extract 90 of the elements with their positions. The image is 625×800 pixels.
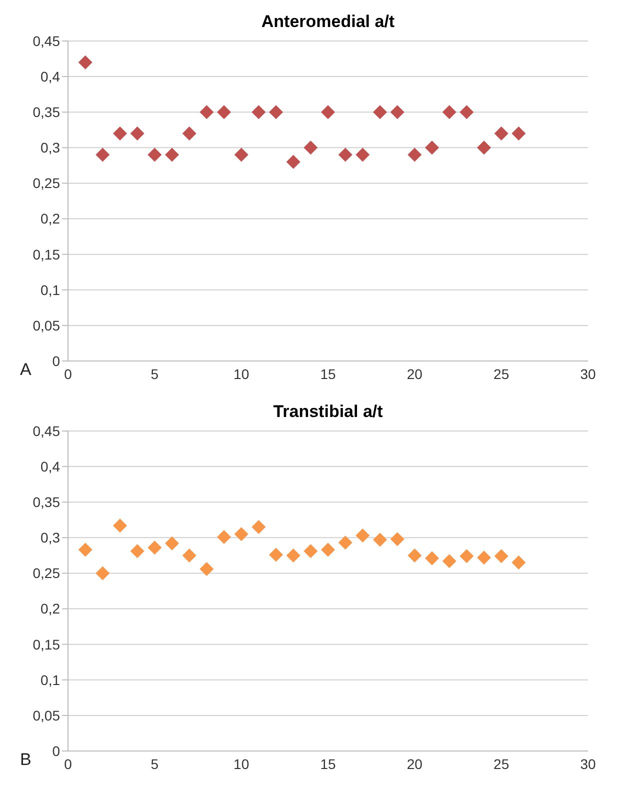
point [477, 140, 491, 155]
point [234, 527, 248, 542]
y-tick-label: 0,3 [40, 530, 60, 546]
y-tick-label: 0,2 [40, 210, 60, 227]
y-tick-label: 0,45 [32, 32, 60, 49]
point [182, 126, 196, 140]
point [460, 105, 474, 120]
point [304, 544, 318, 558]
point [338, 536, 352, 550]
x-tick-label: 25 [494, 756, 510, 772]
y-tick-label: 0,25 [32, 175, 60, 192]
point [200, 105, 214, 120]
text: B [20, 750, 32, 770]
y-tick-label: 0,1 [40, 672, 60, 688]
point [321, 542, 335, 557]
point [494, 126, 508, 140]
point [217, 105, 231, 120]
y-tick-label: 0,35 [32, 494, 60, 510]
point [130, 126, 144, 140]
x-tick-label: 5 [150, 366, 159, 382]
x-tick-label: 15 [320, 756, 336, 772]
point [269, 548, 283, 562]
y-tick-label: 0,15 [32, 246, 60, 262]
point [304, 140, 318, 155]
point [512, 126, 526, 140]
point [148, 540, 162, 555]
x-tick-label: 5 [150, 756, 159, 772]
point [234, 148, 248, 162]
y-tick-label: 0,1 [40, 282, 60, 298]
point [252, 105, 266, 120]
point [113, 518, 127, 533]
point [78, 55, 92, 70]
text: A [20, 360, 32, 380]
chart-title: Transtibial a/t [273, 402, 383, 421]
point [217, 530, 231, 544]
point [442, 105, 456, 120]
point [425, 551, 439, 566]
y-tick-label: 0,4 [40, 68, 60, 85]
point [182, 548, 196, 562]
y-tick-label: 0,45 [32, 422, 60, 439]
point [356, 528, 370, 543]
point [286, 154, 300, 169]
point [113, 126, 127, 140]
point [512, 556, 526, 570]
point [390, 532, 404, 546]
x-tick-label: 10 [234, 366, 250, 382]
x-tick-label: 10 [234, 756, 250, 772]
point [200, 562, 214, 576]
point [96, 566, 110, 580]
point [78, 542, 92, 557]
y-tick-label: 0,05 [32, 707, 60, 724]
point [442, 554, 456, 568]
x-tick-label: 20 [406, 366, 423, 382]
x-tick-label: 30 [580, 366, 596, 382]
x-tick-label: 15 [320, 366, 336, 382]
point [390, 105, 404, 120]
point [338, 148, 352, 162]
point [130, 544, 144, 558]
x-tick-label: 25 [494, 366, 510, 382]
point [96, 148, 110, 162]
x-tick-label: 0 [64, 366, 72, 382]
point [356, 148, 370, 162]
point [408, 548, 422, 562]
x-tick-label: 20 [406, 756, 423, 772]
chart-title: Anteromedial a/t [261, 12, 395, 31]
y-tick-label: 0,2 [40, 600, 60, 617]
y-tick-label: 0 [52, 742, 60, 759]
y-tick-label: 0,4 [40, 458, 60, 475]
x-tick-label: 0 [64, 756, 72, 772]
point [321, 105, 335, 120]
point [494, 549, 508, 564]
point [165, 536, 179, 550]
y-tick-label: 0,3 [40, 140, 60, 156]
point [408, 148, 422, 162]
point [373, 105, 387, 120]
point [165, 148, 179, 162]
x-tick-label: 30 [580, 756, 596, 772]
y-tick-label: 0,25 [32, 565, 60, 582]
point [425, 140, 439, 155]
point [373, 532, 387, 547]
point [269, 105, 283, 120]
point [460, 549, 474, 564]
y-tick-label: 0,05 [32, 317, 60, 334]
y-tick-label: 0 [52, 352, 60, 369]
point [477, 550, 491, 565]
point [252, 520, 266, 534]
y-tick-label: 0,15 [32, 636, 60, 652]
point [148, 148, 162, 162]
point [286, 548, 300, 562]
y-tick-label: 0,35 [32, 104, 60, 120]
